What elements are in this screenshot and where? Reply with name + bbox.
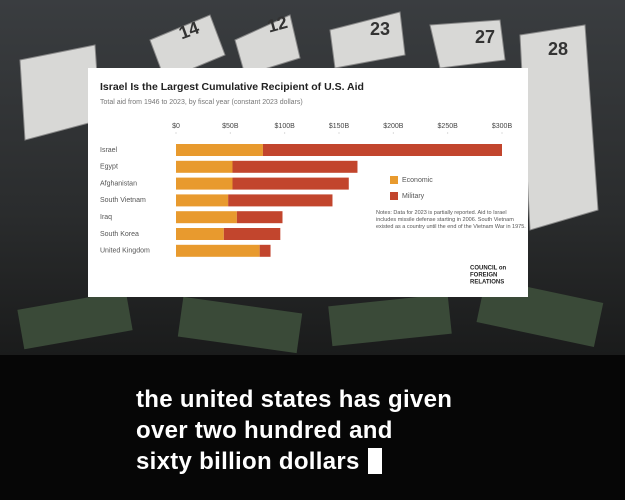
logo-line: RELATIONS [470, 280, 504, 286]
chart-title: Israel Is the Largest Cumulative Recipie… [100, 81, 364, 93]
calendar-date: 27 [475, 27, 495, 47]
calendar-date: 23 [370, 19, 390, 39]
bar-segment [176, 177, 233, 190]
legend-label: Military [402, 193, 425, 200]
legend-label: Economic [402, 177, 433, 184]
caption-line: the united states has given [136, 386, 453, 413]
cursor [367, 448, 382, 474]
bar-segment [176, 194, 229, 207]
y-tick-label: Iraq [100, 214, 112, 221]
x-tick-label: $100B [275, 123, 296, 130]
y-tick-label: Egypt [100, 164, 118, 171]
bar-segment [176, 244, 260, 257]
x-tick-label: $150B [329, 123, 350, 130]
bar-segment [262, 144, 502, 156]
caption-line: over two hundred and [136, 417, 393, 444]
logo-line: FOREIGN [470, 273, 497, 279]
caption-line-wrap: sixty billion dollars [136, 448, 382, 476]
x-tick-label: $0 [172, 123, 180, 130]
calendars [19, 11, 599, 231]
x-tick-label: $200B [383, 123, 404, 130]
y-tick-label: Israel [100, 147, 118, 154]
bar-segment [232, 177, 349, 190]
caption-line: sixty billion dollars [136, 448, 360, 475]
chart-subtitle: Total aid from 1946 to 2023, by fiscal y… [100, 99, 303, 106]
y-tick-label: South Vietnam [100, 197, 146, 204]
bar-segment [228, 194, 333, 207]
bar-segment [232, 160, 358, 173]
x-tick-label: $300B [492, 123, 513, 130]
y-tick-label: United Kingdom [100, 248, 150, 255]
notes: Notes: Data for 2023 is partially report… [376, 210, 526, 230]
x-tick-label: $250B [438, 123, 459, 130]
video-frame: 14 12 23 27 28 Israel Is the Largest Cum… [0, 0, 625, 355]
calendar-date: 28 [548, 39, 568, 59]
bar-segment [176, 144, 263, 156]
legend-swatch [390, 192, 398, 200]
bar-segment [223, 228, 281, 240]
bar-segment [176, 211, 237, 224]
y-tick-label: Afghanistan [100, 180, 137, 187]
bar-segment [259, 244, 271, 257]
bar-segment [236, 211, 283, 224]
legend-swatch [390, 176, 398, 184]
x-tick-label: $50B [222, 123, 239, 130]
y-tick-label: South Korea [100, 231, 139, 238]
logo-line: COUNCIL on [470, 266, 507, 272]
bar-segment [176, 228, 224, 240]
bar-segment [176, 160, 233, 173]
